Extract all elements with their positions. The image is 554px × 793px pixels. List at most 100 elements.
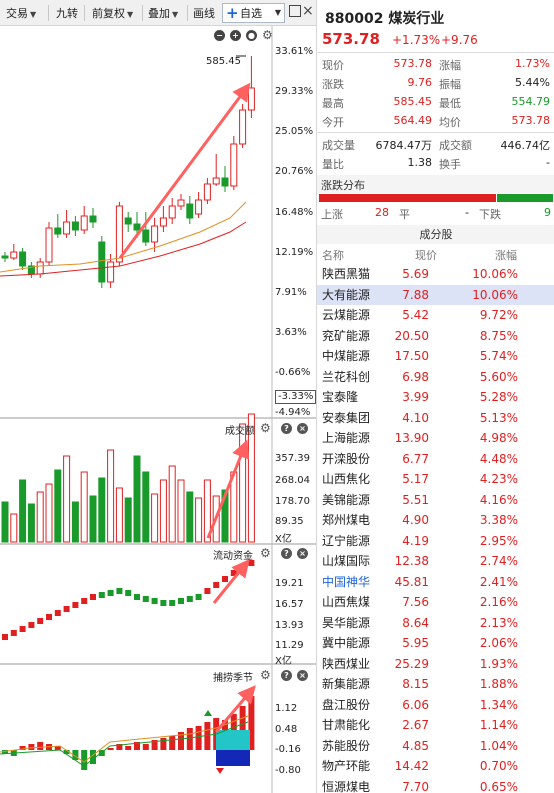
- current-price: 573.78: [322, 30, 380, 48]
- minus-icon[interactable]: −: [214, 30, 225, 41]
- flow-marker: [213, 582, 220, 588]
- nine-turn-button[interactable]: 九转: [56, 5, 78, 22]
- list-item[interactable]: 宝泰隆 3.99 5.28%: [317, 387, 554, 408]
- flow-marker: [134, 594, 140, 600]
- volume-bar: [10, 513, 18, 543]
- help-icon[interactable]: ?: [281, 423, 292, 434]
- plus-icon: +: [226, 4, 239, 22]
- column-header-price[interactable]: 现价: [415, 249, 437, 262]
- gear-icon[interactable]: ⚙: [260, 546, 271, 560]
- season-bar: [72, 750, 79, 760]
- close-panel-icon[interactable]: ×: [297, 423, 308, 434]
- list-item[interactable]: 新集能源 8.15 1.88%: [317, 674, 554, 695]
- list-item[interactable]: 昊华能源 8.64 2.13%: [317, 613, 554, 634]
- gear-icon[interactable]: ⚙: [260, 421, 271, 435]
- volume-bar: [203, 479, 211, 543]
- stock-change: 1.34%: [479, 697, 518, 712]
- stock-price: 3.99: [402, 390, 429, 404]
- gear-icon[interactable]: ⚙: [262, 28, 273, 42]
- add-favorite-button[interactable]: + 自选: [222, 3, 285, 23]
- close-panel-icon[interactable]: ×: [297, 670, 308, 681]
- ma-long-line: [0, 221, 247, 277]
- season-bar: [239, 706, 246, 750]
- close-panel-icon[interactable]: ×: [297, 548, 308, 559]
- list-item[interactable]: 郑州煤电 4.90 3.38%: [317, 510, 554, 531]
- list-item[interactable]: 陕西煤业 25.29 1.93%: [317, 654, 554, 675]
- list-item[interactable]: 陕西黑猫 5.69 10.06%: [317, 264, 554, 285]
- list-item[interactable]: 盘江股份 6.06 1.34%: [317, 695, 554, 716]
- stock-change: 4.98%: [479, 431, 518, 445]
- list-item[interactable]: 云煤能源 5.42 9.72%: [317, 305, 554, 326]
- favorite-dropdown-button[interactable]: ▼: [272, 4, 284, 22]
- list-item[interactable]: 恒源煤电 7.70 0.65%: [317, 777, 554, 793]
- nine-turn-label: 九转: [56, 7, 78, 20]
- list-item[interactable]: 苏能股份 4.85 1.04%: [317, 736, 554, 757]
- list-item[interactable]: 山西焦化 5.17 4.23%: [317, 469, 554, 490]
- restore-icon[interactable]: [289, 5, 301, 17]
- season-panel-title: 捕捞季节: [213, 673, 253, 684]
- price-axis-label: 29.33%: [275, 86, 314, 97]
- stock-change: 2.74%: [479, 554, 518, 568]
- list-item[interactable]: 大有能源 7.88 10.06%: [317, 284, 554, 305]
- help-icon[interactable]: ?: [281, 548, 292, 559]
- list-item[interactable]: 兰花科创 6.98 5.60%: [317, 367, 554, 388]
- list-item[interactable]: 开滦股份 6.77 4.48%: [317, 449, 554, 470]
- draw-line-button[interactable]: 画线: [193, 5, 215, 22]
- close-icon[interactable]: ×: [302, 3, 314, 19]
- season-bar: [186, 728, 193, 750]
- season-bar: [178, 732, 184, 750]
- stat-label: 现价: [322, 59, 344, 72]
- season-bar: [248, 696, 255, 750]
- list-item[interactable]: 中国神华 45.81 2.41%: [317, 572, 554, 593]
- column-header-change[interactable]: 涨幅: [495, 249, 517, 262]
- flow-marker: [222, 576, 228, 582]
- list-item[interactable]: 冀中能源 5.95 2.06%: [317, 633, 554, 654]
- stock-change: 8.75%: [479, 328, 518, 343]
- volume-bar: [98, 477, 106, 543]
- list-item[interactable]: 物产环能 14.42 0.70%: [317, 756, 554, 777]
- stat-label: 量比: [322, 158, 344, 171]
- overlay-menu[interactable]: 叠加 ▼: [148, 5, 178, 22]
- current-pct-tag: -3.33%: [275, 390, 317, 404]
- list-item[interactable]: 山煤国际 12.38 2.74%: [317, 551, 554, 572]
- candle-body: [10, 251, 18, 259]
- zoom-icon[interactable]: ●: [246, 30, 257, 41]
- stock-change: 0.65%: [479, 779, 518, 793]
- stat-label: 涨跌: [322, 78, 344, 91]
- price-axis-label: 25.05%: [275, 126, 314, 137]
- list-item[interactable]: 美锦能源 5.51 4.16%: [317, 490, 554, 511]
- stock-price: 12.38: [394, 554, 429, 568]
- season-bar: [19, 746, 26, 750]
- help-icon[interactable]: ?: [281, 670, 292, 681]
- components-title: 成分股: [419, 228, 453, 241]
- flow-unit-label: X亿: [275, 656, 292, 667]
- list-item[interactable]: 中煤能源 17.50 5.74%: [317, 346, 554, 367]
- advance-ratio-bar: [319, 194, 496, 202]
- stock-price: 5.42: [402, 308, 429, 322]
- trade-menu[interactable]: 交易 ▼: [6, 5, 36, 22]
- list-item[interactable]: 甘肃能化 2.67 1.14%: [317, 715, 554, 736]
- list-item[interactable]: 辽宁能源 4.19 2.95%: [317, 531, 554, 552]
- chart-canvas[interactable]: [0, 26, 316, 793]
- stock-price: 45.81: [394, 574, 429, 589]
- list-item[interactable]: 安泰集团 4.10 5.13%: [317, 408, 554, 429]
- list-item[interactable]: 山西焦煤 7.56 2.16%: [317, 592, 554, 613]
- distribution-title: 涨跌分布: [321, 179, 365, 192]
- volume-bar: [133, 455, 141, 543]
- column-header-name[interactable]: 名称: [322, 249, 344, 262]
- gear-icon[interactable]: ⚙: [260, 668, 271, 682]
- annotation-arrow: [212, 559, 250, 604]
- price-axis-label: 12.19%: [275, 247, 314, 258]
- adjust-menu[interactable]: 前复权 ▼: [92, 5, 133, 22]
- volume-bar: [221, 489, 229, 543]
- stock-price: 8.15: [402, 677, 429, 691]
- volume-bar: [71, 501, 79, 543]
- list-item[interactable]: 兖矿能源 20.50 8.75%: [317, 326, 554, 347]
- plus-icon[interactable]: +: [230, 30, 241, 41]
- flow-marker: [37, 618, 44, 624]
- price-axis-label: -4.94%: [275, 407, 311, 418]
- stock-name: 山煤国际: [322, 554, 371, 568]
- list-item[interactable]: 上海能源 13.90 4.98%: [317, 428, 554, 449]
- flow-axis-label: 13.93: [275, 620, 304, 631]
- kline-chart-area[interactable]: − + ● ⚙ 585.45 33.61% 29.33% 25.05% 20.7…: [0, 26, 317, 793]
